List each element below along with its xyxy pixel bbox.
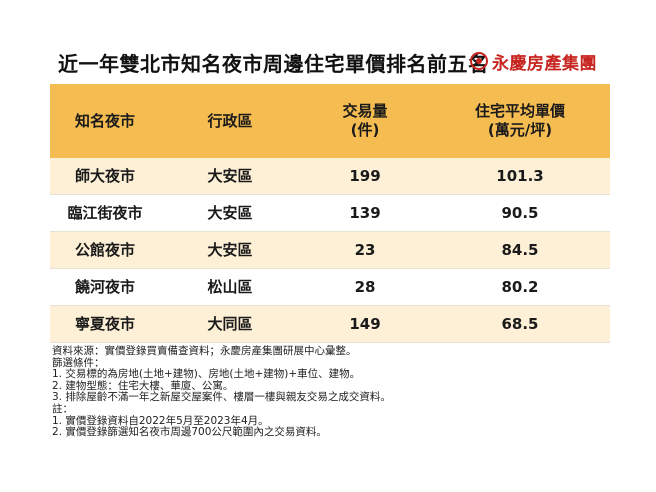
brand-logo: 永慶房產集團 xyxy=(470,48,597,74)
brand-name: 永慶房產集團 xyxy=(492,53,597,74)
cell-market: 公館夜市 xyxy=(74,240,135,259)
header-district: 行政區 xyxy=(207,111,253,130)
cell-volume: 28 xyxy=(354,277,376,296)
note-criteria-item: 1. 交易標的為房地(土地+建物)、房地(土地+建物)+車位、建物。 xyxy=(52,368,361,381)
table-row: 寧夏夜市 大同區 149 68.5 xyxy=(50,306,610,343)
footnotes: 資料來源：實價登錄買賣備查資料；永慶房產集團研展中心彙整。 篩選條件： 1. 交… xyxy=(52,345,391,439)
table-row: 公館夜市 大安區 23 84.5 xyxy=(50,232,610,269)
cell-market: 饒河夜市 xyxy=(74,277,135,296)
cell-price: 84.5 xyxy=(501,240,539,259)
cell-price: 68.5 xyxy=(501,314,539,333)
note-remark-heading: 註： xyxy=(52,402,73,415)
cell-price: 80.2 xyxy=(501,277,539,296)
note-source: 資料來源：實價登錄買賣備查資料；永慶房產集團研展中心彙整。 xyxy=(52,345,357,357)
header-volume-label: 交易量 xyxy=(342,102,388,120)
note-remark-item: 2. 實價登錄篩選知名夜市周邊700公尺範圍內之交易資料。 xyxy=(52,426,327,439)
note-criteria-item: 3. 排除屋齡不滿一年之新屋交屋案件、樓層一樓與親友交易之成交資料。 xyxy=(52,391,391,404)
cell-district: 大同區 xyxy=(207,314,253,333)
table-row: 饒河夜市 松山區 28 80.2 xyxy=(50,269,610,306)
cell-volume: 23 xyxy=(354,240,376,259)
cell-price: 101.3 xyxy=(496,166,544,185)
note-remark-item: 1. 實價登錄資料自2022年5月至2023年4月。 xyxy=(52,414,269,427)
cell-district: 松山區 xyxy=(207,277,253,296)
brand-mark-icon xyxy=(470,52,488,70)
cell-volume: 139 xyxy=(349,203,381,222)
cell-market: 師大夜市 xyxy=(74,166,135,185)
table-header-row: 知名夜市 行政區 交易量 (件) 住宅平均單價 (萬元/坪) xyxy=(50,84,610,158)
cell-market: 寧夏夜市 xyxy=(74,314,135,333)
cell-district: 大安區 xyxy=(207,240,253,259)
cell-volume: 149 xyxy=(349,314,381,333)
table-row: 師大夜市 大安區 199 101.3 xyxy=(50,158,610,195)
cell-volume: 199 xyxy=(349,166,381,185)
cell-district: 大安區 xyxy=(207,166,253,185)
table-row: 臨江街夜市 大安區 139 90.5 xyxy=(50,195,610,232)
ranking-table: 知名夜市 行政區 交易量 (件) 住宅平均單價 (萬元/坪) 師大夜市 大安區 … xyxy=(50,84,610,343)
header-market: 知名夜市 xyxy=(74,111,135,130)
header-price-label: 住宅平均單價 xyxy=(474,102,565,120)
header-volume-unit: (件) xyxy=(350,121,380,139)
page-title: 近一年雙北市知名夜市周邊住宅單價排名前五名 xyxy=(58,52,489,76)
note-criteria-heading: 篩選條件： xyxy=(52,356,105,369)
header-price-unit: (萬元/坪) xyxy=(487,121,553,139)
cell-price: 90.5 xyxy=(501,203,539,222)
note-criteria-item: 2. 建物型態：住宅大樓、華廈、公寓。 xyxy=(52,379,234,392)
cell-district: 大安區 xyxy=(207,203,253,222)
header-price: 住宅平均單價 (萬元/坪) xyxy=(430,102,610,140)
header-volume: 交易量 (件) xyxy=(300,102,430,140)
cell-market: 臨江街夜市 xyxy=(67,203,143,222)
